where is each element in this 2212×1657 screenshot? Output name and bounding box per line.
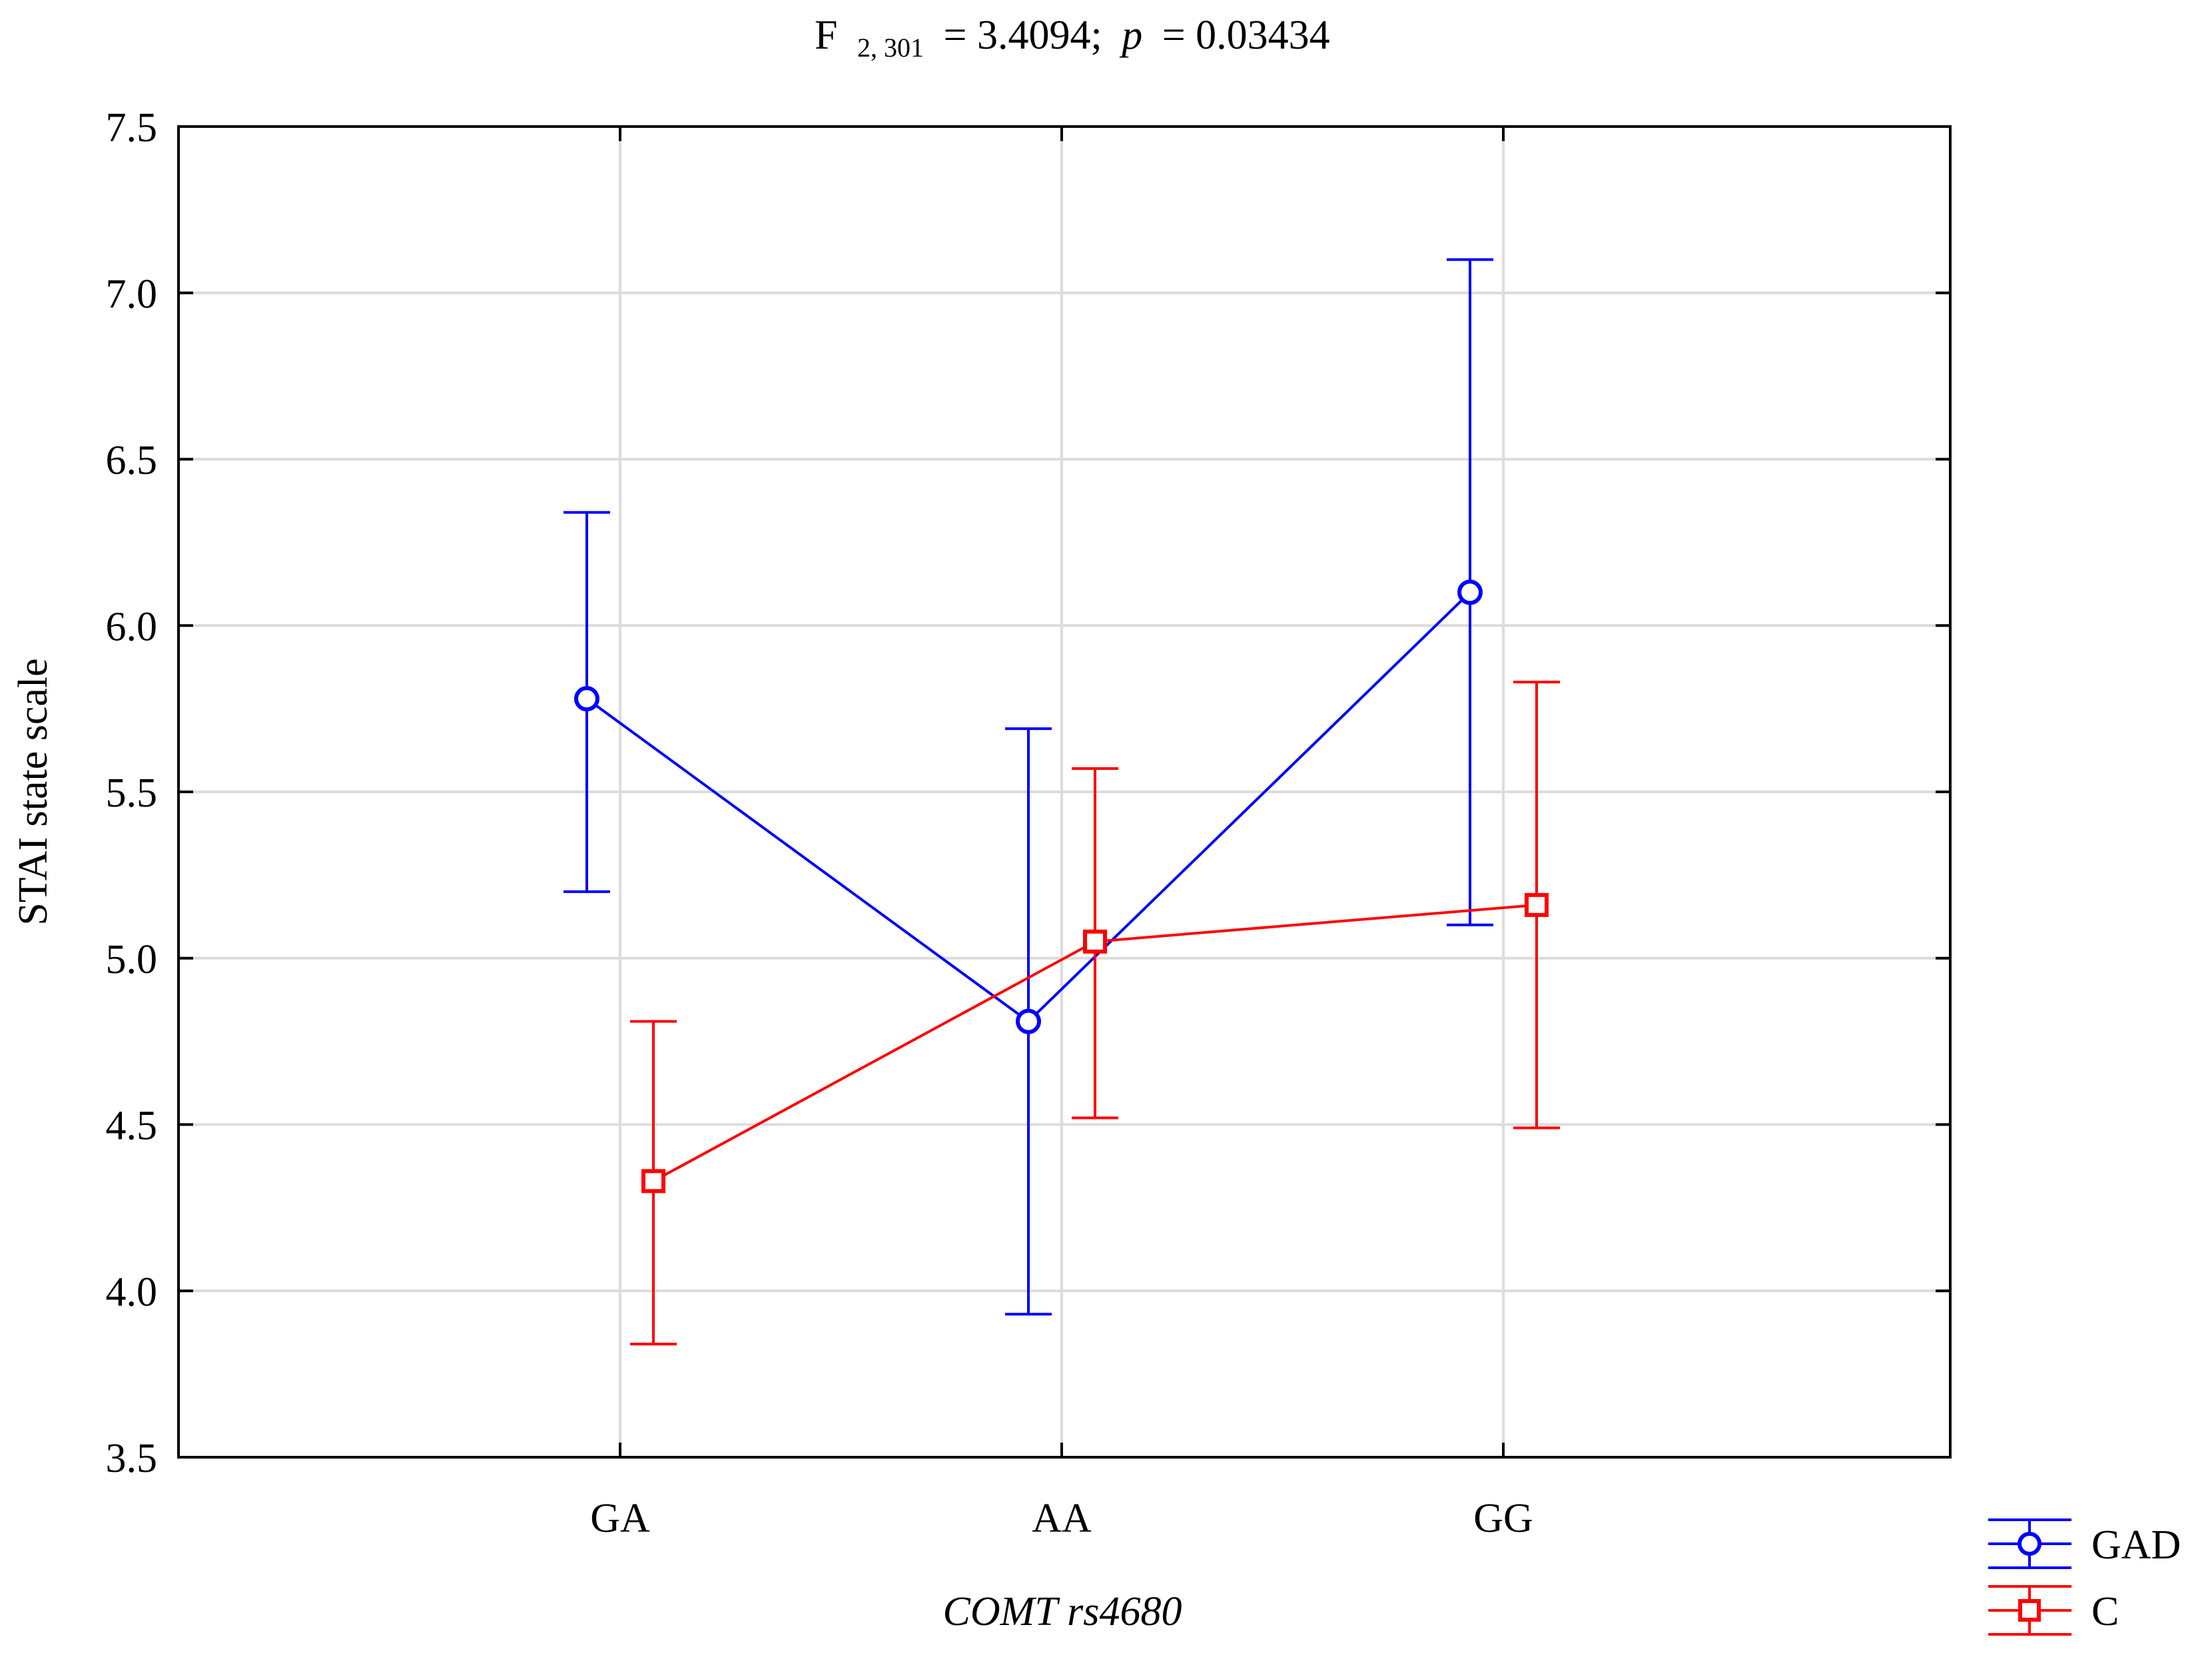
legend-label: GAD — [2091, 1522, 2181, 1568]
data-point — [1457, 579, 1483, 605]
y-tick-label: 3.5 — [106, 1436, 158, 1481]
series-layer — [563, 258, 1560, 1346]
legend-label: C — [2091, 1589, 2119, 1634]
data-point — [574, 686, 599, 712]
title-df: 2, 301 — [857, 33, 924, 63]
legend-marker — [2018, 1532, 2041, 1556]
gridlines — [179, 127, 1950, 1457]
x-axis: GA AA GG — [590, 127, 1533, 1541]
data-point — [641, 1169, 665, 1193]
title-p-value: = 0.03434 — [1162, 13, 1330, 58]
title-p-symbol: p — [1119, 13, 1142, 58]
y-tick-label: 5.5 — [106, 771, 158, 816]
y-tick-label: 4.0 — [106, 1269, 158, 1315]
x-tick-label: GG — [1473, 1496, 1533, 1541]
y-axis: 3.5 4.0 4.5 5.0 5.5 6.0 6.5 7.0 7.5 — [106, 105, 1950, 1481]
legend-item-gad: GAD — [1988, 1518, 2181, 1569]
x-tick-label: GA — [590, 1496, 650, 1541]
y-tick-label: 4.5 — [106, 1104, 158, 1149]
legend-marker — [2018, 1599, 2041, 1622]
data-point — [1525, 892, 1549, 917]
series-gad — [563, 258, 1493, 1316]
data-point — [1016, 1008, 1041, 1034]
y-tick-label: 6.0 — [106, 604, 158, 649]
y-tick-label: 6.5 — [106, 438, 158, 484]
title-stat: = 3.4094; — [943, 13, 1102, 58]
y-axis-title: STAI state scale — [11, 658, 56, 925]
x-axis-title: COMT rs4680 — [943, 1589, 1182, 1634]
y-tick-label: 7.5 — [106, 105, 158, 151]
y-tick-label: 5.0 — [106, 937, 158, 982]
title-prefix: F — [815, 13, 837, 58]
series-c — [630, 681, 1560, 1346]
legend-item-c: C — [1988, 1585, 2119, 1636]
chart-title: F 2, 301 = 3.4094; p = 0.03434 — [815, 13, 1330, 66]
legend: GAD C — [1988, 1518, 2181, 1636]
x-tick-label: AA — [1032, 1496, 1092, 1541]
y-tick-label: 7.0 — [106, 272, 158, 317]
data-point — [1083, 929, 1107, 954]
